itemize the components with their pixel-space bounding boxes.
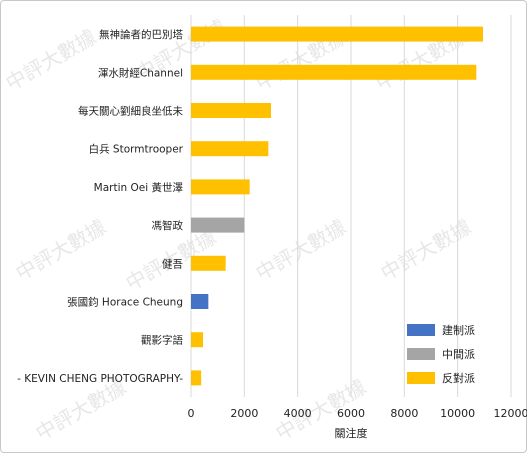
category-label: Martin Oei 黃世澤 [94,181,184,194]
x-tick-label: 4000 [284,407,312,420]
bars [191,27,483,386]
legend-swatch [407,372,435,384]
x-tick-labels: 0 2000 4000 6000 8000 10000 12000 [188,407,527,420]
watermark-text: 中評大數據 [32,375,131,446]
watermark-text: 中評大數據 [12,215,111,286]
legend-label: 中間派 [442,348,475,361]
x-tick-label: 0 [188,407,195,420]
x-tick-label: 12000 [494,407,527,420]
category-label: - KEVIN CHENG PHOTOGRAPHY- [17,373,183,385]
bar [191,218,244,233]
legend-label: 反對派 [442,371,475,385]
watermark-text: 中評大數據 [2,25,101,96]
bar [191,65,476,80]
x-axis-title: 關注度 [335,426,368,440]
category-label: 觀影字語 [141,334,183,347]
x-tick-label: 6000 [337,407,365,420]
bar [191,370,201,385]
category-label: 馮智政 [152,219,184,232]
category-label: 渾水財經Channel [98,66,183,79]
legend-label: 建制派 [442,323,475,337]
x-tick-label: 10000 [440,407,475,420]
bar [191,332,203,347]
category-label: 無神論者的巴別塔 [99,28,183,41]
bar [191,179,250,194]
x-tick-label: 8000 [390,407,418,420]
watermark-text: 中評大數據 [252,215,351,286]
category-label: 健吾 [162,258,183,270]
legend-swatch [407,324,435,336]
category-label: 每天關心劉細良坐低未 [78,105,183,118]
bar [191,294,208,309]
category-label: 白兵 Stormtrooper [89,143,184,156]
x-tick-label: 2000 [230,407,258,420]
legend-swatch [407,348,435,360]
bar [191,256,226,271]
bar [191,141,268,156]
category-label: 張國鈞 Horace Cheung [67,296,183,309]
bar [191,103,271,118]
bar [191,27,483,42]
watermark-text: 中評大數據 [377,215,476,286]
